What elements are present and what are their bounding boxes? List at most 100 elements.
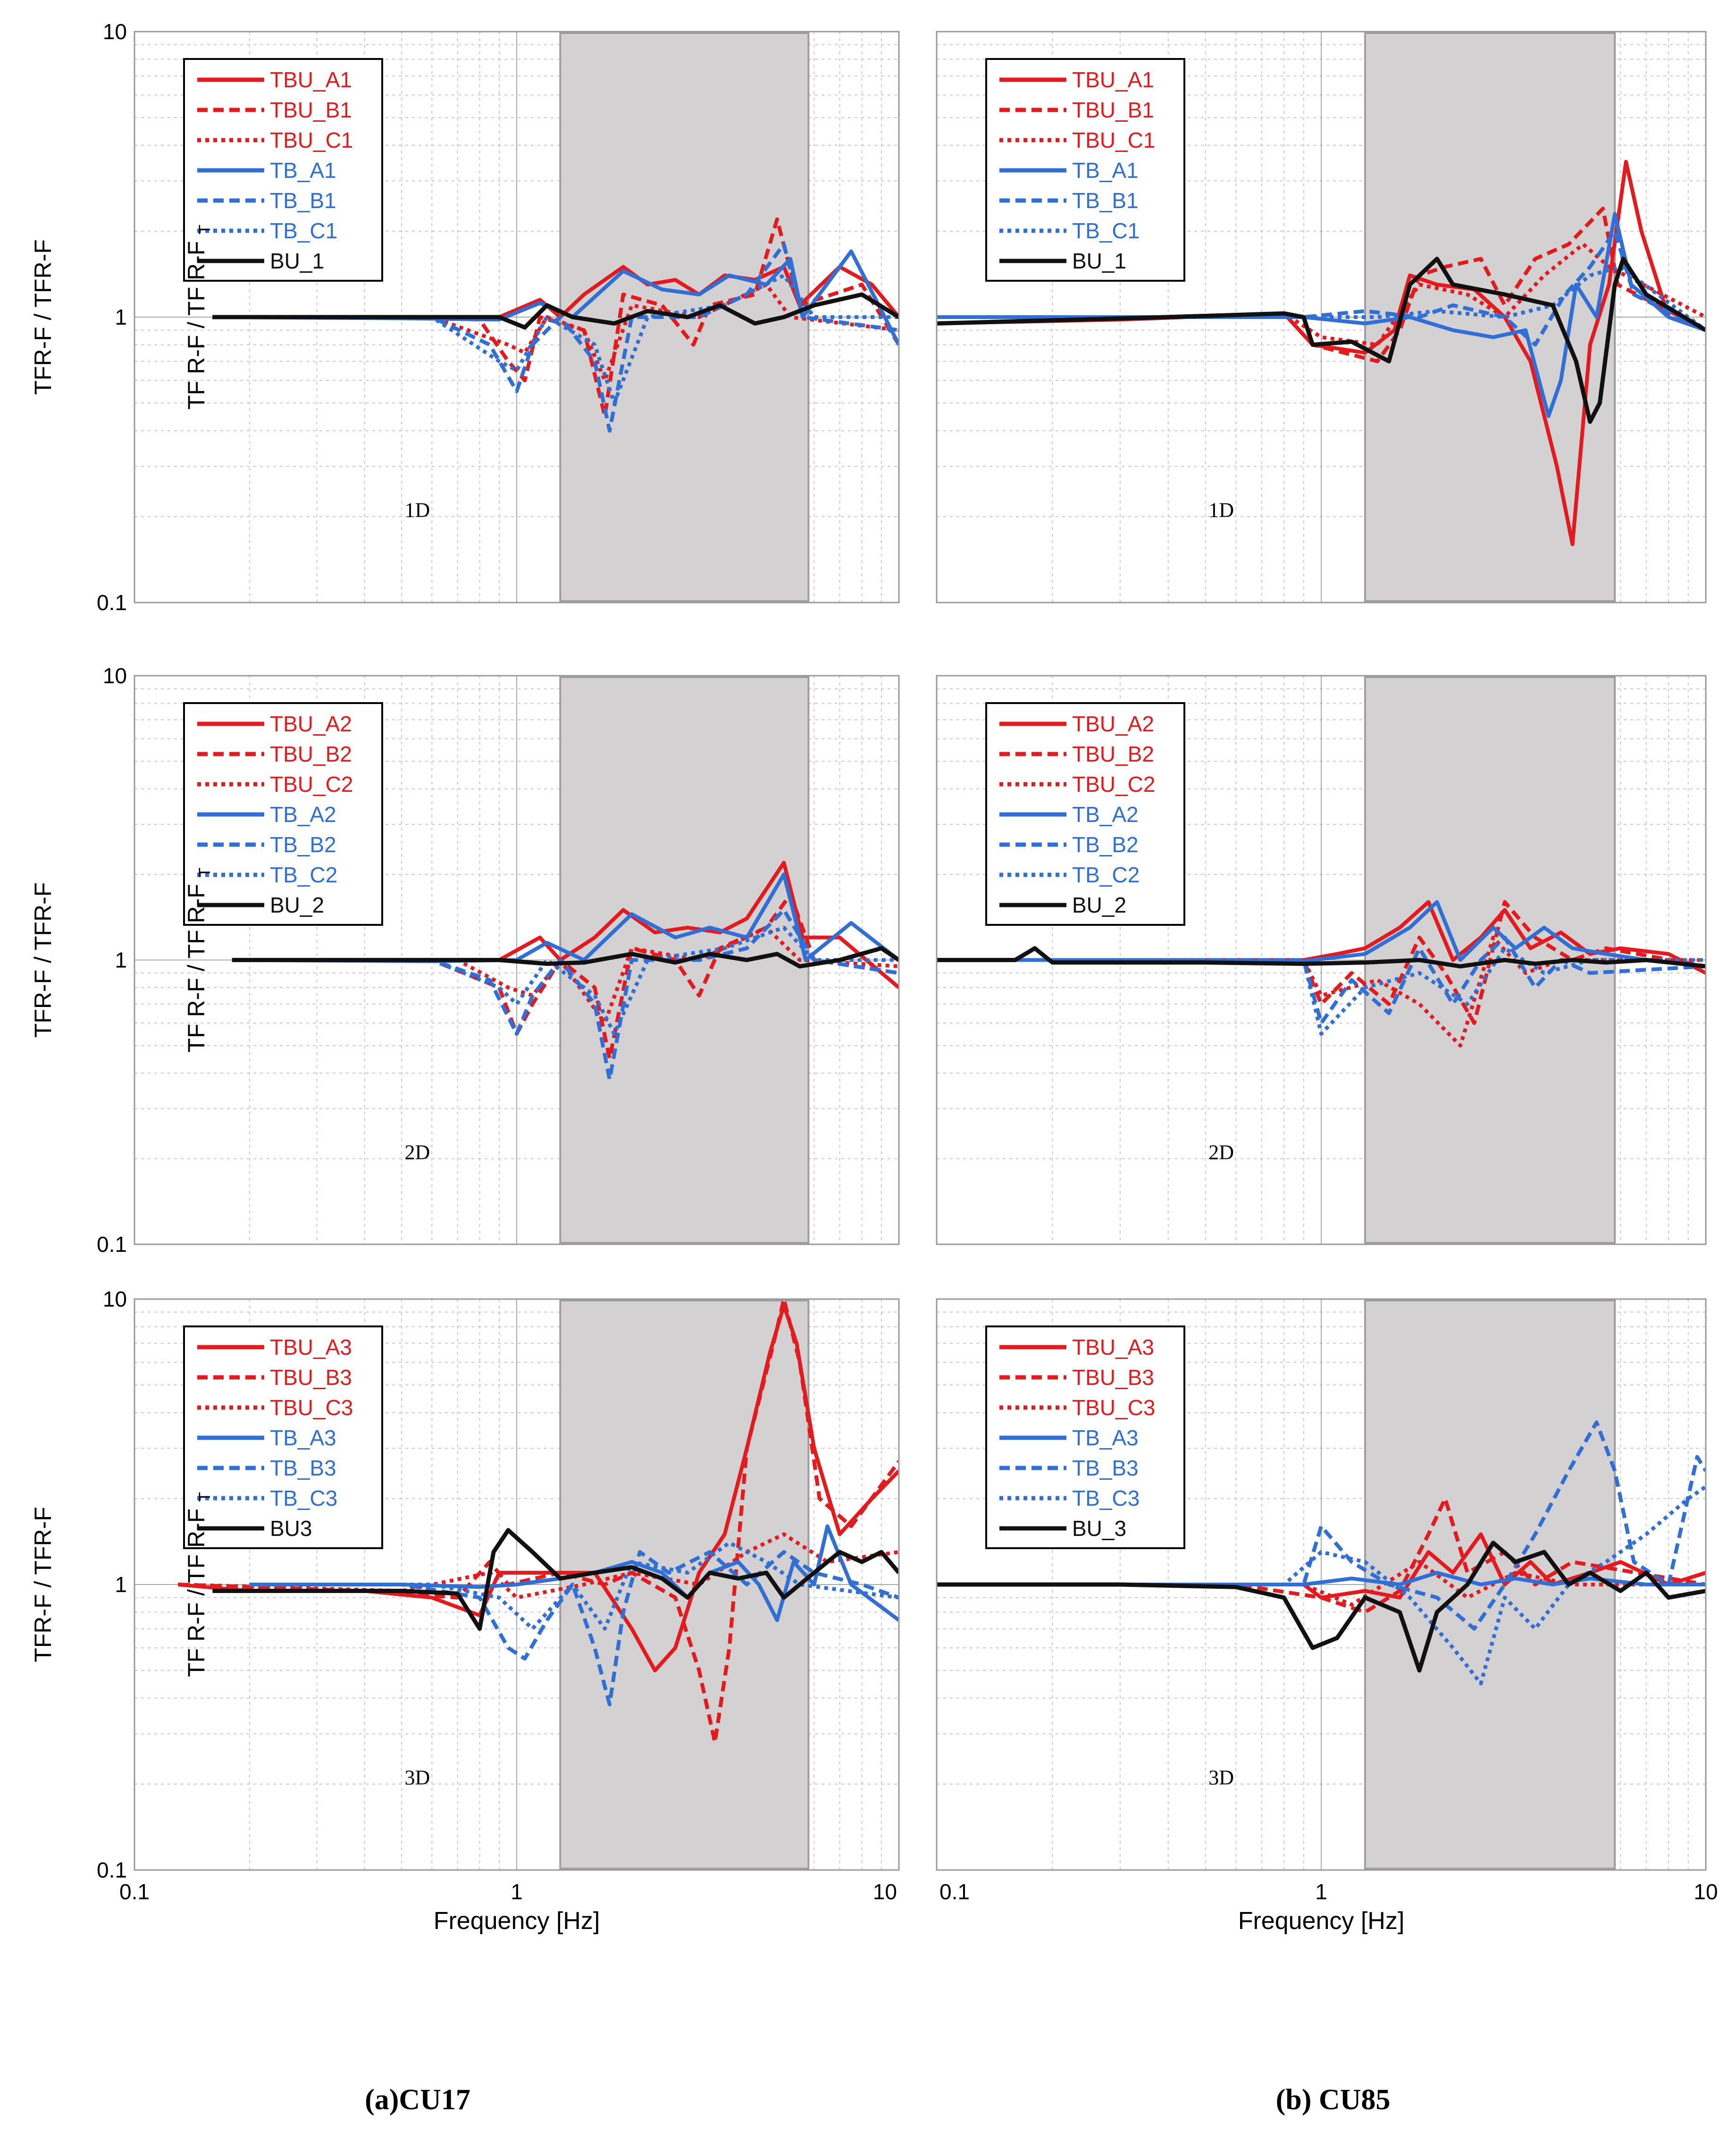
series-line-tb-c2 bbox=[232, 925, 899, 1036]
y-axis-label-inner: TF R-F / TF R-F T bbox=[183, 225, 214, 410]
legend-label: TB_A2 bbox=[270, 802, 336, 827]
series-line-bu-2 bbox=[232, 946, 899, 969]
y-tick-label: 10 bbox=[103, 1287, 127, 1311]
series-line-bu-3 bbox=[937, 1541, 1706, 1673]
legend-label: TB_C3 bbox=[270, 1486, 337, 1510]
panel-annotation: 3D bbox=[1208, 1766, 1234, 1789]
panel-a2: TBU_A2 TBU_B2 TBU_C2 TB_A2 TB_B2 TB_C2 BU_2 2D 0… bbox=[30, 663, 900, 1257]
y-tick-label: 1 bbox=[115, 1572, 127, 1597]
series-line-tb-c2 bbox=[937, 946, 1706, 1036]
legend: TBU_A3 TBU_B3 TBU_C3 TB_A3 TB_B3 TB_C3 BU_3 bbox=[985, 1325, 1185, 1549]
y-axis-label-inner-subscript: T bbox=[196, 868, 214, 878]
legend-label: TB_A1 bbox=[270, 158, 336, 183]
series-line-tb-b1 bbox=[212, 242, 899, 433]
x-tick-label: 1 bbox=[1315, 1879, 1327, 1904]
series-line-tbu-c3 bbox=[178, 1532, 899, 1600]
legend-label: TBU_A2 bbox=[1072, 712, 1154, 736]
y-tick-label: 1 bbox=[115, 948, 127, 973]
y-axis-label-inner: TF R-F / TF R-F T bbox=[183, 1492, 214, 1677]
legend-label: TBU_B2 bbox=[270, 742, 352, 766]
legend-label: TBU_B2 bbox=[1072, 742, 1154, 766]
legend-label: TBU_A2 bbox=[270, 712, 352, 736]
panel-b2: TBU_A2 TBU_B2 TBU_C2 TB_A2 TB_B2 TB_C2 BU_2 2D bbox=[936, 675, 1707, 1245]
legend-label: TBU_C2 bbox=[270, 772, 353, 797]
legend-label: TBU_B3 bbox=[270, 1365, 352, 1390]
legend-label: TBU_C1 bbox=[1072, 128, 1155, 152]
legend-label: TBU_C2 bbox=[1072, 772, 1155, 797]
y-tick-label: 0.1 bbox=[97, 1858, 127, 1882]
y-tick-label: 1 bbox=[115, 305, 127, 329]
legend-label: TB_C2 bbox=[270, 863, 337, 887]
legend-label: TBU_B1 bbox=[1072, 98, 1154, 122]
series-line-bu-1 bbox=[212, 292, 899, 330]
legend-label: BU_3 bbox=[1072, 1516, 1126, 1541]
y-tick-label: 0.1 bbox=[97, 590, 127, 615]
x-tick-label: 1 bbox=[511, 1879, 523, 1904]
caption-left: (a)CU17 bbox=[365, 2084, 470, 2116]
legend-label: TB_C3 bbox=[1072, 1486, 1140, 1510]
series-group bbox=[177, 1299, 899, 1744]
legend-label: TB_B1 bbox=[1072, 188, 1139, 213]
chart-panels: TBU_A1 TBU_B1 TBU_C1 TB_A1 TB_B1 TB_C1 BU_1 1D 0… bbox=[30, 19, 1718, 1904]
legend-label: TB_A3 bbox=[270, 1426, 336, 1450]
y-axis-label-outer: TFR-F / TFR-F bbox=[30, 1507, 56, 1662]
series-line-tbu-c1 bbox=[212, 283, 899, 383]
legend-label: TBU_A3 bbox=[1072, 1335, 1154, 1359]
legend-label: TBU_B1 bbox=[270, 98, 352, 122]
legend-label: BU3 bbox=[270, 1516, 312, 1541]
panel-a3: TBU_A3 TBU_B3 TBU_C3 TB_A3 TB_B3 TB_C3 BU3 3D 0.… bbox=[30, 1287, 900, 1904]
panel-annotation: 1D bbox=[405, 499, 430, 522]
legend: TBU_A3 TBU_B3 TBU_C3 TB_A3 TB_B3 TB_C3 BU3 bbox=[183, 1325, 383, 1549]
legend-label: TBU_C1 bbox=[270, 128, 353, 152]
y-axis-label-inner: TF R-F / TF R-F T bbox=[183, 868, 214, 1053]
series-line-tbu-b2 bbox=[232, 892, 899, 1061]
series-line-tbu-c2 bbox=[232, 925, 899, 1025]
plot-frame bbox=[936, 675, 1707, 1245]
series-line-tb-a1 bbox=[937, 212, 1706, 418]
legend-label: TBU_B3 bbox=[1072, 1365, 1154, 1390]
legend-label: TB_B3 bbox=[1072, 1456, 1139, 1480]
series-line-tb-c3 bbox=[937, 1485, 1706, 1686]
series-line-tb-a2 bbox=[937, 900, 1706, 968]
x-tick-label: 0.1 bbox=[939, 1879, 970, 1904]
panel-a1: TBU_A1 TBU_B1 TBU_C1 TB_A1 TB_B1 TB_C1 BU_1 1D 0… bbox=[30, 19, 900, 615]
x-tick-label: 0.1 bbox=[119, 1879, 150, 1904]
series-line-tbu-a3 bbox=[177, 1303, 899, 1673]
y-axis-label-inner-text: TF R-F / TF R-F bbox=[183, 877, 210, 1052]
x-tick-label: 10 bbox=[1694, 1879, 1718, 1904]
y-tick-label: 0.1 bbox=[97, 1232, 127, 1257]
series-line-tb-b3 bbox=[249, 1550, 899, 1707]
y-tick-label: 10 bbox=[103, 663, 127, 688]
y-tick-label: 10 bbox=[103, 19, 127, 44]
y-axis-label-inner-subscript: T bbox=[196, 225, 214, 235]
y-axis-label-inner-subscript: T bbox=[196, 1492, 214, 1502]
series-group bbox=[232, 861, 899, 1082]
y-axis-label-inner-text: TF R-F / TF R-F bbox=[183, 235, 210, 410]
legend-label: BU_2 bbox=[1072, 893, 1126, 917]
series-line-tbu-c2 bbox=[937, 935, 1706, 1048]
plot-frame bbox=[936, 1298, 1707, 1871]
panel-annotation: 1D bbox=[1208, 499, 1234, 522]
legend-label: TB_C1 bbox=[270, 218, 337, 243]
x-tick-label: 10 bbox=[873, 1879, 897, 1904]
x-axis-label-right: Frequency [Hz] bbox=[1238, 1907, 1405, 1935]
series-group bbox=[937, 1420, 1706, 1686]
legend-label: TBU_A1 bbox=[1072, 67, 1154, 92]
panel-b3: TBU_A3 TBU_B3 TBU_C3 TB_A3 TB_B3 TB_C3 BU_3 3D 0… bbox=[936, 1298, 1718, 1904]
panel-b1: TBU_A1 TBU_B1 TBU_C1 TB_A1 TB_B1 TB_C1 BU_1 1D bbox=[936, 31, 1707, 604]
caption-right: (b) CU85 bbox=[1276, 2084, 1391, 2116]
series-line-tbu-b1 bbox=[937, 207, 1706, 363]
series-line-tbu-a3 bbox=[937, 1532, 1706, 1600]
plot-frame bbox=[134, 31, 900, 604]
legend-label: TBU_A1 bbox=[270, 67, 352, 92]
series-line-tbu-b3 bbox=[937, 1496, 1706, 1614]
plot-frame bbox=[134, 1298, 900, 1871]
series-line-tbu-c1 bbox=[937, 242, 1706, 347]
series-line-bu-2 bbox=[937, 946, 1706, 969]
y-axis-label-inner-text: TF R-F / TF R-F bbox=[183, 1502, 210, 1677]
legend-label: TB_B2 bbox=[1072, 832, 1139, 857]
y-axis-label-outer: TFR-F / TFR-F bbox=[30, 882, 56, 1038]
legend-label: TBU_C3 bbox=[1072, 1395, 1155, 1420]
legend-label: TB_B3 bbox=[270, 1456, 336, 1480]
